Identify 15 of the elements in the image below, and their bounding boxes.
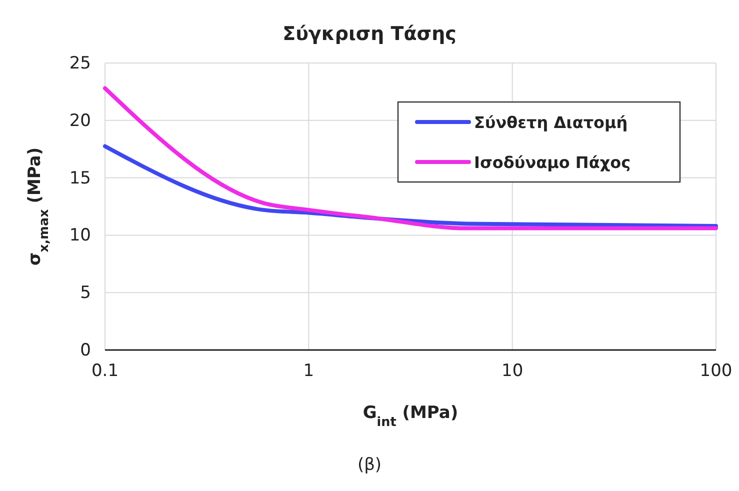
legend-label: Ισοδύναμο Πάχος [474, 153, 631, 172]
legend-label: Σύνθετη Διατομή [474, 113, 628, 132]
x-tick-label: 100 [700, 361, 732, 382]
y-tick-label: 15 [69, 168, 91, 188]
y-tick-label: 5 [80, 283, 91, 304]
y-tick-label: 0 [80, 340, 91, 360]
x-tick-label: 1 [303, 361, 314, 382]
y-tick-label: 20 [69, 110, 91, 131]
x-tick-label: 0.1 [91, 361, 119, 382]
y-tick-label: 25 [69, 53, 91, 74]
x-axis-title: G$_{int}$ (MPa) [362, 403, 458, 430]
y-tick-label: 10 [69, 226, 91, 246]
text: (β) [357, 455, 382, 475]
chart-title: Σύγκριση Τάσης [282, 23, 456, 45]
x-tick-label: 10 [502, 361, 524, 382]
